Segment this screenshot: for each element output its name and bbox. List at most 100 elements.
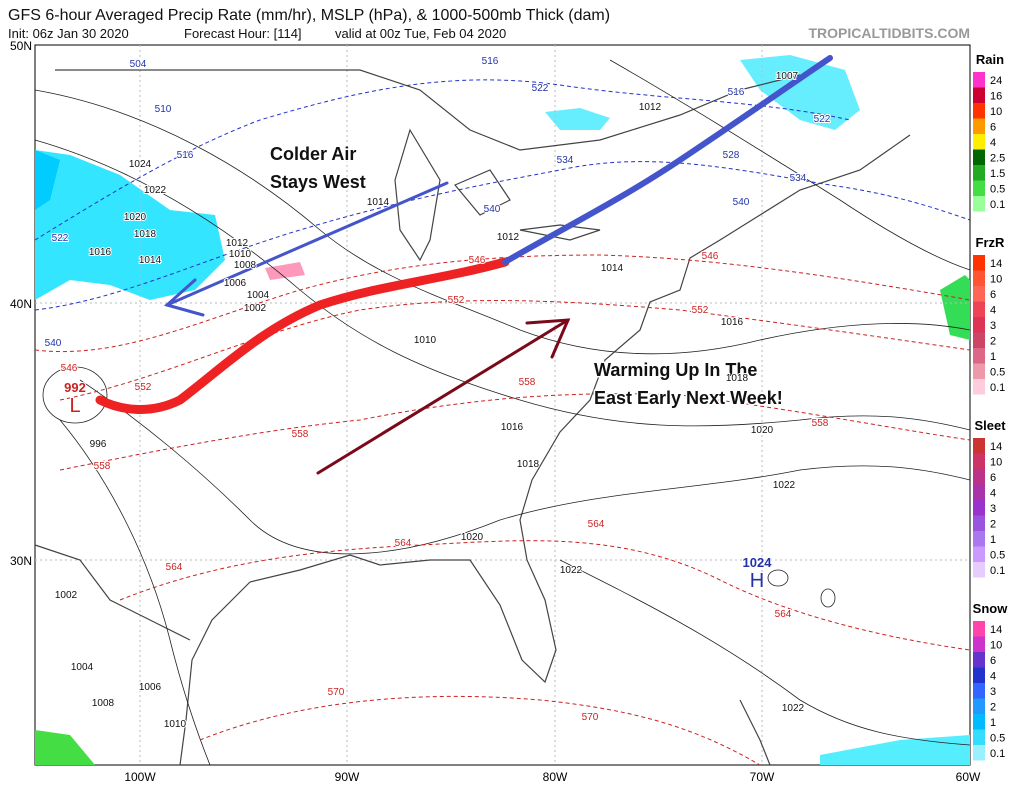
lon-label: 70W — [750, 770, 775, 784]
legend-swatch — [973, 469, 985, 485]
legend-value: 2 — [990, 701, 996, 713]
isobar-label: 1012 — [226, 238, 249, 249]
legend-swatch — [973, 745, 985, 761]
map-frame: Colder Air Stays West Warming Up In The Eas… — [34, 44, 971, 766]
legend-value: 16 — [990, 90, 1002, 102]
thickness-label: 558 — [292, 429, 309, 440]
border — [55, 69, 801, 151]
legend-swatch — [973, 196, 985, 212]
legend-swatch — [973, 667, 985, 683]
rain-area — [820, 735, 970, 765]
legend-swatch — [973, 729, 985, 745]
pressure-value: 992 — [64, 380, 86, 395]
legend-value: 0.5 — [990, 549, 1005, 561]
legend-value: 14 — [990, 441, 1002, 453]
isobar — [767, 569, 789, 587]
freezing-rain-area — [265, 262, 305, 280]
legend-title: Sleet — [974, 418, 1006, 433]
lat-label: 40N — [10, 297, 32, 311]
legend-swatch — [973, 531, 985, 547]
legend-swatch — [973, 379, 985, 395]
valid-time: valid at 00z Tue, Feb 04 2020 — [335, 26, 506, 41]
legend-value: 6 — [990, 121, 996, 133]
legend-value: 2 — [990, 518, 996, 530]
thickness-label: 558 — [519, 377, 536, 388]
coastline — [179, 134, 911, 766]
legend-value: 4 — [990, 487, 996, 499]
isobar-label: 1018 — [517, 459, 540, 470]
annotation: Warming Up In The — [594, 360, 757, 380]
lon-label: 60W — [956, 770, 981, 784]
isobar-label: 1016 — [721, 317, 744, 328]
legend-value: 0.5 — [990, 183, 1005, 195]
isobar-label: 1018 — [726, 373, 749, 384]
legend-value: 2 — [990, 335, 996, 347]
watermark: TROPICALTIDBITS.COM — [808, 25, 970, 41]
thickness-label: 540 — [484, 204, 501, 215]
legend-swatch — [973, 103, 985, 119]
border — [34, 544, 191, 641]
isobar-label: 1016 — [89, 247, 112, 258]
thickness-line — [59, 393, 971, 471]
isobar-label: 1004 — [247, 290, 270, 301]
lon-label: 80W — [543, 770, 568, 784]
legend-value: 10 — [990, 639, 1002, 651]
isobar-label: 1002 — [244, 303, 267, 314]
legend-value: 2.5 — [990, 152, 1005, 164]
isobar-label: 1006 — [139, 682, 162, 693]
thickness-label: 516 — [482, 56, 499, 67]
island — [739, 699, 771, 766]
thickness-label: 546 — [702, 251, 719, 262]
thickness-label: 558 — [812, 418, 829, 429]
isobar-label: 1007 — [776, 71, 799, 82]
legend-value: 10 — [990, 106, 1002, 118]
isobar-label: 1022 — [560, 565, 583, 576]
thickness-label: 516 — [728, 87, 745, 98]
isobar-label: 1010 — [164, 719, 187, 730]
thickness-label: 510 — [155, 104, 172, 115]
lake — [454, 169, 511, 216]
legend-value: 3 — [990, 686, 996, 698]
legend-value: 14 — [990, 258, 1002, 270]
thickness-label: 570 — [582, 712, 599, 723]
legend-value: 24 — [990, 75, 1002, 87]
legend-value: 4 — [990, 670, 996, 682]
legend-value: 6 — [990, 289, 996, 301]
isobar-label: 1002 — [55, 590, 78, 601]
thickness-label: 546 — [61, 363, 78, 374]
isobar-label: 1010 — [229, 249, 252, 260]
legend-swatch — [973, 134, 985, 150]
thickness-label: 570 — [328, 687, 345, 698]
legend-swatch — [973, 149, 985, 165]
isobar — [820, 588, 836, 608]
isobar — [42, 366, 108, 424]
legend-swatch — [973, 286, 985, 302]
isobar-label: 1022 — [773, 480, 796, 491]
legend-title: FrzR — [976, 235, 1006, 250]
thickness-label: 528 — [723, 150, 740, 161]
isobar-label: 1024 — [129, 159, 152, 170]
rain-area — [35, 150, 225, 300]
isobar-label: 1020 — [124, 212, 147, 223]
annotation: East Early Next Week! — [594, 388, 783, 408]
legend-value: 0.1 — [990, 748, 1005, 760]
lon-label: 100W — [124, 770, 156, 784]
legend-swatch — [973, 348, 985, 364]
thickness-label: 534 — [790, 173, 807, 184]
cold-air-arrow — [165, 181, 449, 307]
legend-swatch — [973, 87, 985, 103]
isobar-label: 1014 — [139, 255, 162, 266]
legend-value: 3 — [990, 503, 996, 515]
legend-swatch — [973, 332, 985, 348]
legend-title: Rain — [976, 52, 1004, 67]
legend-swatch — [973, 438, 985, 454]
lat-label: 30N — [10, 554, 32, 568]
legend-swatch — [973, 683, 985, 699]
front-line — [95, 257, 510, 414]
thickness-label: 522 — [814, 114, 831, 125]
legend-value: 0.1 — [990, 382, 1005, 394]
isobar-label: 996 — [90, 439, 107, 450]
thickness-label: 522 — [52, 233, 69, 244]
legend-title: Snow — [973, 601, 1009, 616]
